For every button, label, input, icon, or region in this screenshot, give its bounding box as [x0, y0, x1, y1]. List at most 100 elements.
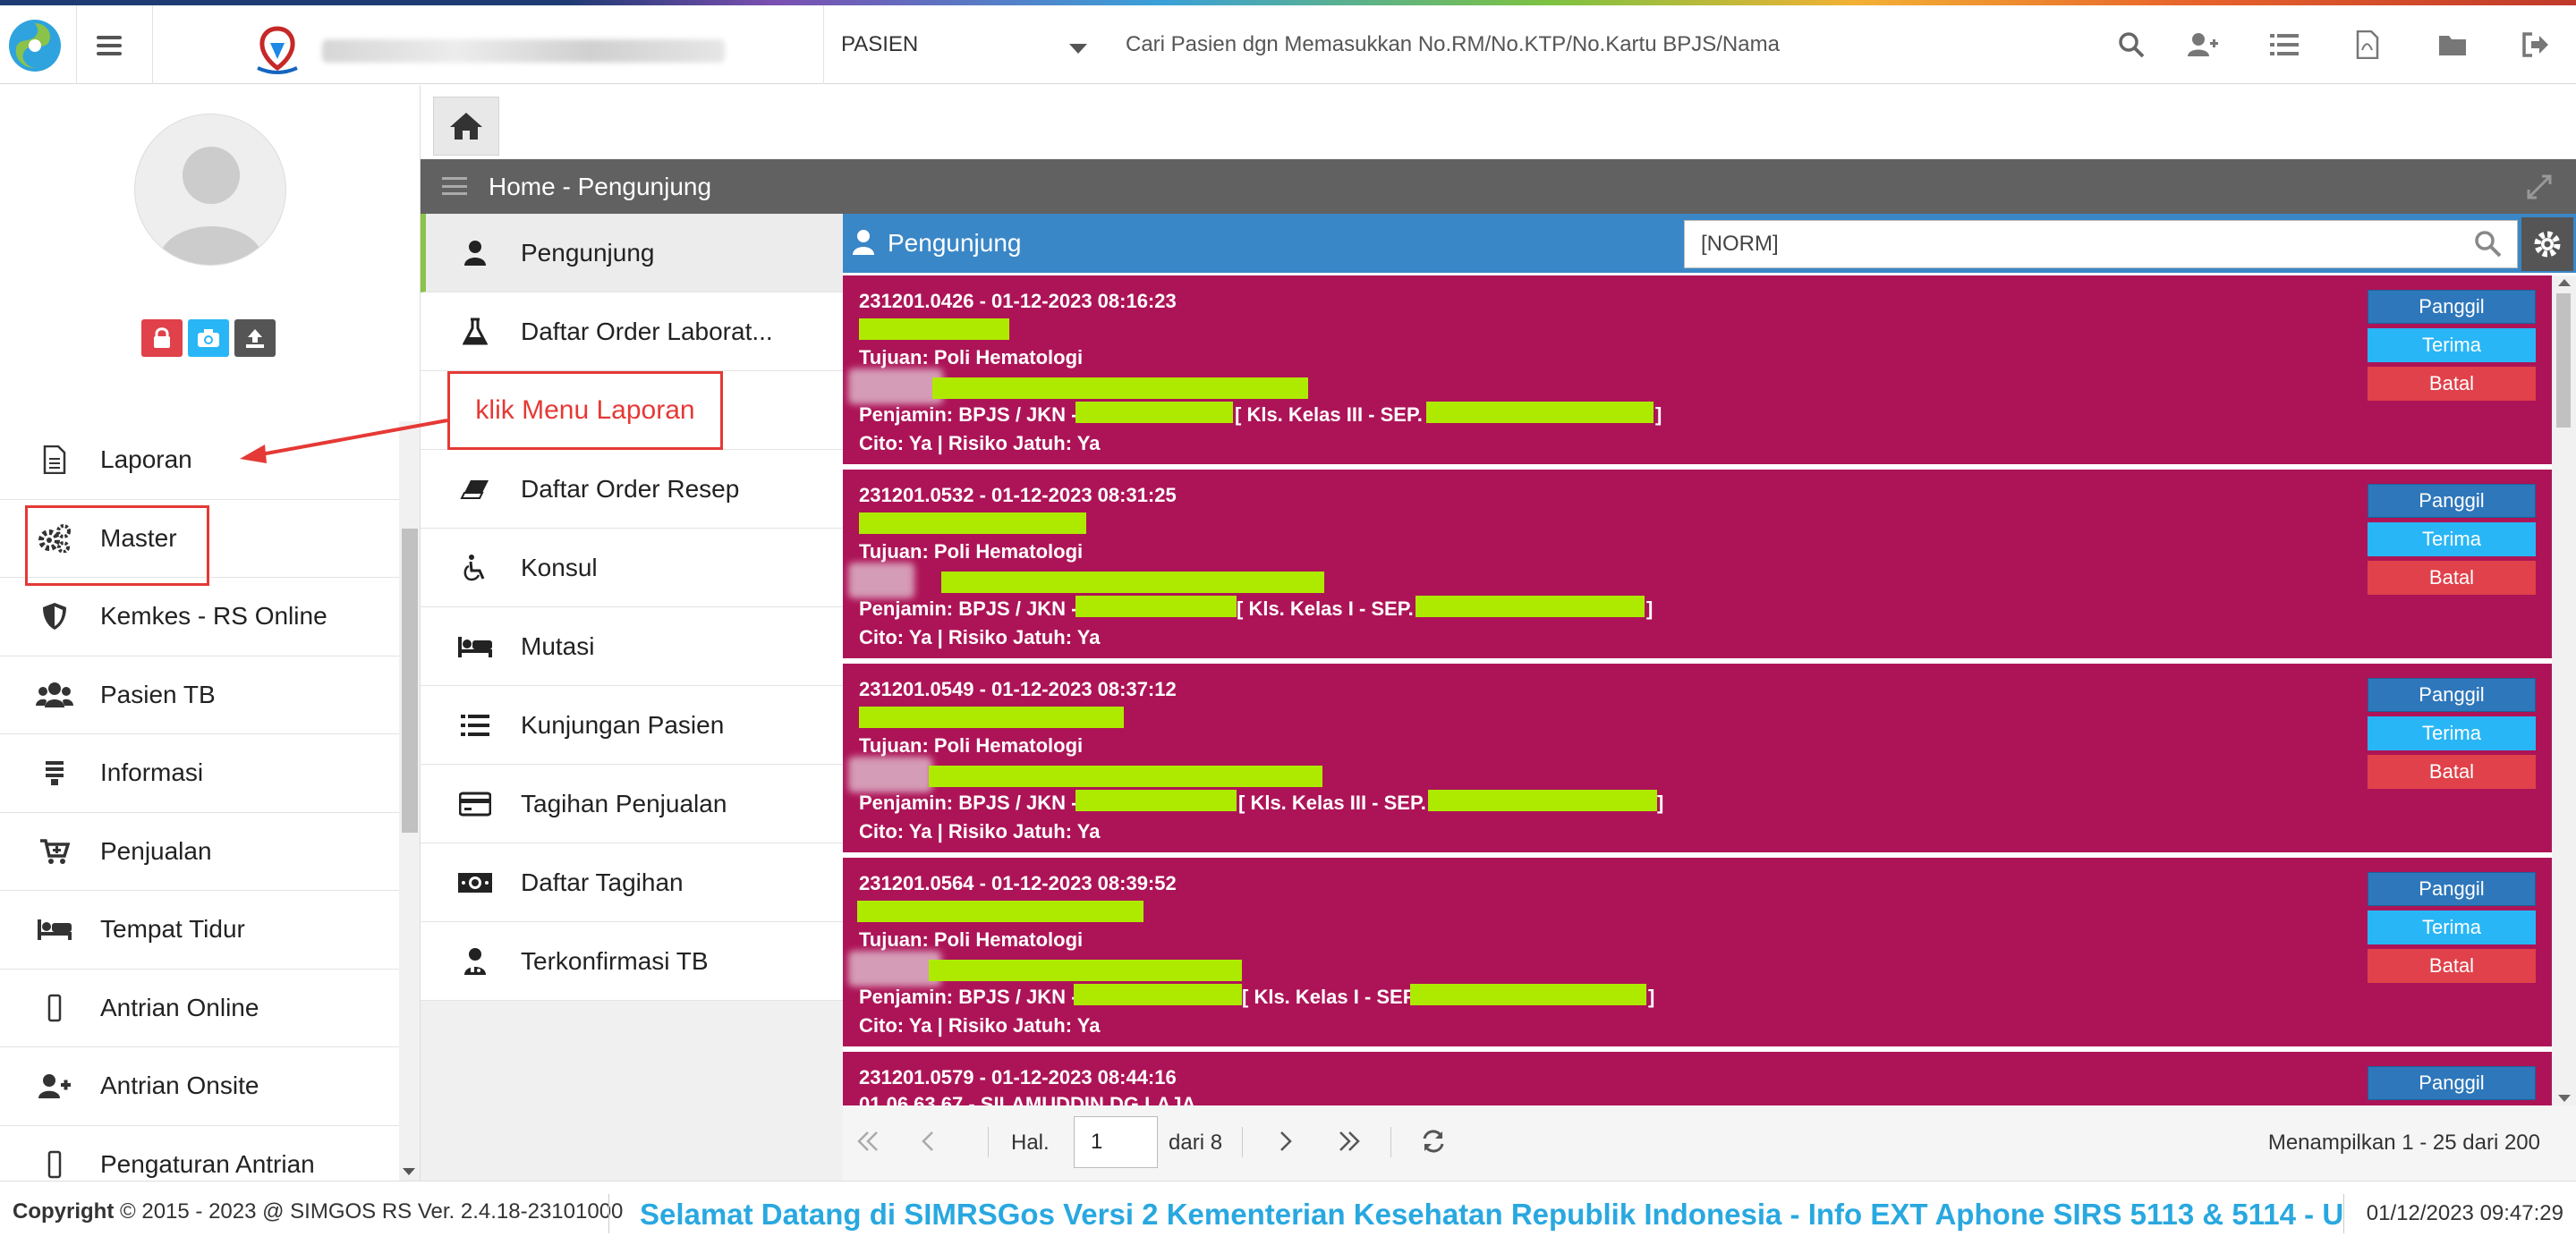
sidebar-item-informasi[interactable]: Informasi: [0, 734, 399, 813]
folder-icon[interactable]: [2435, 27, 2470, 63]
visitor-list: 231201.0426 - 01-12-2023 08:16:23 Tujuan…: [843, 275, 2552, 1105]
redacted-field: [932, 377, 1308, 399]
panggil-button[interactable]: Panggil: [2368, 678, 2536, 712]
panel-title: Home - Pengunjung: [489, 172, 712, 200]
submenu-item-pengunjung[interactable]: Pengunjung: [421, 214, 843, 292]
scroll-down-icon[interactable]: [2558, 1095, 2571, 1102]
visit-tujuan: Tujuan: Poli Hematologi: [859, 734, 1084, 757]
app-logo[interactable]: [7, 18, 63, 73]
submenu-item-daftar-order-laboratorium[interactable]: Daftar Order Laborat...: [421, 292, 843, 371]
visit-kelas-close: ]: [1648, 986, 1655, 1008]
visitor-card[interactable]: 231201.0426 - 01-12-2023 08:16:23 Tujuan…: [843, 275, 2552, 467]
sidebar-item-penjualan[interactable]: Penjualan: [0, 813, 399, 891]
visitor-card[interactable]: 231201.0532 - 01-12-2023 08:31:25 Tujuan…: [843, 470, 2552, 661]
menu-toggle-icon[interactable]: [89, 30, 129, 61]
home-button[interactable]: [433, 97, 499, 156]
user-icon: [852, 229, 879, 258]
user-doctor-icon: [453, 944, 497, 979]
hospital-logo: [251, 23, 304, 77]
sidebar-item-antrian-onsite[interactable]: Antrian Onsite: [0, 1047, 399, 1126]
scroll-up-icon[interactable]: [2558, 279, 2571, 286]
submenu-item-daftar-order-resep[interactable]: Daftar Order Resep: [421, 450, 843, 529]
sidebar-scrollbar-thumb[interactable]: [402, 529, 418, 833]
last-page-icon[interactable]: [1331, 1123, 1367, 1159]
chevron-down-icon[interactable]: [1069, 44, 1087, 54]
lock-icon[interactable]: [141, 319, 183, 357]
list-scrollbar-thumb[interactable]: [2556, 293, 2571, 428]
redacted-field: [1075, 596, 1237, 617]
submenu-item-terkonfirmasi-tb[interactable]: Terkonfirmasi TB: [421, 922, 843, 1001]
batal-button[interactable]: Batal: [2368, 949, 2536, 983]
norm-search-input[interactable]: [1684, 220, 2518, 268]
sidebar: Laporan Master Kemkes - RS Online Pasien…: [0, 85, 421, 1181]
add-user-icon[interactable]: [2185, 27, 2221, 63]
sidebar-item-laporan[interactable]: Laporan: [0, 421, 399, 500]
sidebar-item-label: Master: [100, 523, 177, 552]
panggil-button[interactable]: Panggil: [2368, 872, 2536, 906]
batal-button[interactable]: Batal: [2368, 561, 2536, 595]
hospital-name-redacted: [322, 39, 725, 63]
sidebar-item-master[interactable]: Master: [0, 500, 399, 578]
visitor-card[interactable]: 231201.0549 - 01-12-2023 08:37:12 Tujuan…: [843, 664, 2552, 855]
visit-kelas: [ Kls. Kelas I - SEP.: [1237, 597, 1414, 620]
next-page-icon[interactable]: [1267, 1123, 1303, 1159]
panggil-button[interactable]: Panggil: [2368, 484, 2536, 518]
visitor-card[interactable]: 231201.0579 - 01-12-2023 08:44:16 01.06.…: [843, 1052, 2552, 1105]
pdf-icon[interactable]: [2350, 27, 2385, 63]
submenu-item-mutasi[interactable]: Mutasi: [421, 607, 843, 686]
first-page-icon[interactable]: [850, 1123, 886, 1159]
sidebar-item-antrian-online[interactable]: Antrian Online: [0, 970, 399, 1047]
upload-icon[interactable]: [234, 319, 276, 357]
redacted-field: [941, 572, 1324, 593]
list-icon[interactable]: [2266, 27, 2302, 63]
visit-kelas: [ Kls. Kelas III - SEP.: [1235, 403, 1423, 426]
logout-icon[interactable]: [2518, 27, 2554, 63]
search-placeholder: Cari Pasien dgn Memasukkan No.RM/No.KTP/…: [1126, 32, 1780, 56]
search-icon[interactable]: [2113, 27, 2149, 63]
money-icon: [453, 865, 497, 901]
batal-button[interactable]: Batal: [2368, 367, 2536, 401]
patient-search-input[interactable]: Cari Pasien dgn Memasukkan No.RM/No.KTP/…: [1126, 5, 1780, 84]
batal-button[interactable]: Batal: [2368, 755, 2536, 789]
panggil-button[interactable]: Panggil: [2368, 1066, 2536, 1100]
visit-patient: 01.06.63.67 - SILAMUDDIN DG LAJA: [859, 1093, 1196, 1105]
redacted-field: [1426, 402, 1654, 423]
terima-button[interactable]: Terima: [2368, 716, 2536, 750]
sidebar-scrollbar[interactable]: [399, 421, 420, 1181]
terima-button[interactable]: Terima: [2368, 910, 2536, 944]
expand-icon[interactable]: [2526, 174, 2553, 200]
submenu-item-daftar-tagihan[interactable]: Daftar Tagihan: [421, 843, 843, 922]
submenu-item-tagihan-penjualan[interactable]: Tagihan Penjualan: [421, 765, 843, 843]
terima-button[interactable]: Terima: [2368, 328, 2536, 362]
search-type-select[interactable]: PASIEN: [823, 5, 1109, 84]
submenu-label: Daftar Order Laborat...: [521, 317, 773, 345]
search-icon[interactable]: [2473, 229, 2505, 261]
submenu-item-kunjungan-pasien[interactable]: Kunjungan Pasien: [421, 686, 843, 765]
submenu-label: Konsul: [521, 553, 598, 581]
submenu: Pengunjung Daftar Order Laborat... Dafta…: [421, 214, 843, 1181]
submenu-item-konsul[interactable]: Konsul: [421, 529, 843, 607]
sidebar-item-label: Informasi: [100, 758, 204, 787]
submenu-label: Terkonfirmasi TB: [521, 946, 709, 975]
panel-menu-icon[interactable]: [442, 177, 467, 195]
visitor-card[interactable]: 231201.0564 - 01-12-2023 08:39:52 Tujuan…: [843, 858, 2552, 1049]
annotation-callout: klik Menu Laporan: [447, 371, 723, 450]
sidebar-item-tempat-tidur[interactable]: Tempat Tidur: [0, 891, 399, 970]
sidebar-item-label: Kemkes - RS Online: [100, 602, 327, 631]
prev-page-icon[interactable]: [911, 1123, 947, 1159]
camera-icon[interactable]: [188, 319, 229, 357]
page-input[interactable]: [1074, 1116, 1158, 1168]
submenu-label: Tagihan Penjualan: [521, 789, 727, 817]
scroll-down-icon[interactable]: [403, 1168, 415, 1175]
sidebar-item-kemkes-rs-online[interactable]: Kemkes - RS Online: [0, 578, 399, 656]
panggil-button[interactable]: Panggil: [2368, 290, 2536, 324]
sidebar-item-pengaturan-antrian[interactable]: Pengaturan Antrian: [0, 1126, 399, 1181]
submenu-label: Kunjungan Pasien: [521, 710, 725, 739]
sidebar-item-pasien-tb[interactable]: Pasien TB: [0, 656, 399, 734]
settings-gear-icon[interactable]: [2521, 217, 2573, 271]
terima-button[interactable]: Terima: [2368, 522, 2536, 556]
page-label: Hal.: [1011, 1131, 1050, 1155]
refresh-icon[interactable]: [1416, 1123, 1451, 1159]
top-color-stripe: [0, 0, 2576, 5]
list-scrollbar[interactable]: [2552, 275, 2576, 1105]
